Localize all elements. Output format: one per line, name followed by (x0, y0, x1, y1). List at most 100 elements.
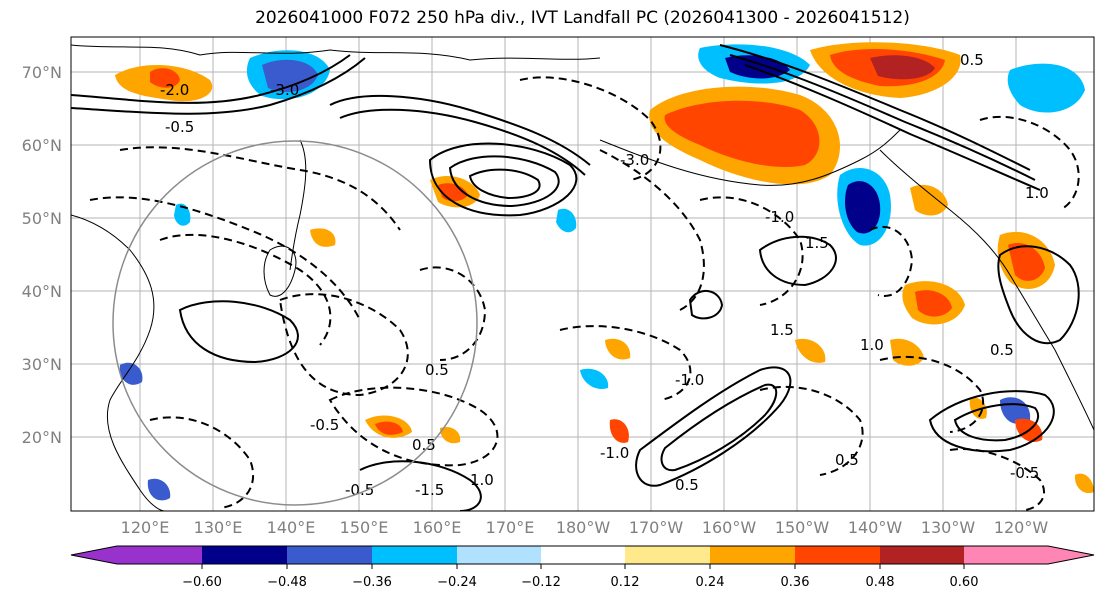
fill-positive-orange-e2 (890, 338, 924, 366)
contour-label: -0.5 (310, 416, 339, 434)
fill-negative-small-7 (119, 362, 143, 385)
contour-label: 1.5 (770, 321, 794, 339)
contour-label: -1.5 (415, 481, 444, 499)
contour-label: -1.0 (765, 208, 794, 226)
colorbar-segment (625, 546, 710, 564)
contour-label: -1.0 (675, 371, 704, 389)
region-outline-circle (112, 140, 478, 506)
colorbar-segment (457, 546, 541, 564)
contour-label: -0.5 (165, 118, 194, 136)
contour-labels: -2.0 -3.0 -0.5 -3.0 0.5 1.0 1.5 -1.0 0.5… (160, 51, 1049, 499)
colorbar-segment (710, 546, 795, 564)
colorbar-segment (541, 546, 625, 564)
latitude-label: 60°N (22, 136, 62, 155)
colorbar-segment (117, 546, 202, 564)
colorbar-segment (880, 546, 964, 564)
contour-label: -3.0 (270, 81, 299, 99)
fill-positive-small-9 (609, 419, 629, 443)
contour-label: 0.5 (675, 476, 699, 494)
fill-negative-small-2 (174, 203, 191, 226)
latitude-label: 50°N (22, 209, 62, 228)
colorbar-tick-label: −0.36 (352, 575, 392, 590)
longitude-label: 130°E (194, 518, 243, 537)
map-title: 2026041000 F072 250 hPa div., IVT Landfa… (255, 8, 910, 28)
latitude-label: 30°N (22, 355, 62, 374)
contour-label: 1.0 (1025, 184, 1049, 202)
fill-positive-darkred-ne (870, 55, 935, 80)
fill-negative-navy-gulf (845, 181, 881, 234)
fill-positive-small-14 (1074, 473, 1094, 494)
fill-positive-red-npac (664, 100, 820, 168)
longitude-label: 120°W (994, 518, 1049, 537)
longitude-label: 170°W (629, 518, 684, 537)
map-background (71, 37, 1094, 511)
contour-label: 0.5 (412, 436, 436, 454)
colorbar-ticks (201, 564, 965, 569)
fill-positive-red-e1 (915, 290, 952, 317)
colorbar-tick-label: 0.12 (611, 575, 640, 590)
colorbar-outline (70, 545, 1095, 565)
longitude-label: 150°E (340, 518, 389, 537)
fill-negative-small-6 (580, 368, 609, 389)
fill-negative-lightblue-far-ne (1007, 63, 1085, 113)
colorbar-extend-left (71, 546, 117, 564)
contour-label: -1.0 (600, 444, 629, 462)
fill-negative-blue (262, 59, 318, 92)
colorbar-segment (372, 546, 457, 564)
fill-positive-red-coast (1008, 242, 1045, 281)
fill-positive-small-5 (795, 338, 826, 363)
longitude-label: 160°E (413, 518, 462, 537)
fill-positive-red (150, 68, 180, 88)
contour-label: -2.0 (160, 81, 189, 99)
colorbar-tick-label: 0.36 (781, 575, 810, 590)
longitude-label: 120°E (121, 518, 170, 537)
longitude-label: 160°W (702, 518, 757, 537)
latitude-labels: 70°N 60°N 50°N 40°N 30°N 20°N (22, 63, 62, 447)
fill-positive-small-8 (440, 426, 461, 444)
longitude-label: 130°W (921, 518, 976, 537)
fill-positive-red-sub (375, 421, 403, 435)
longitude-label: 140°W (848, 518, 903, 537)
colorbar-segment (202, 546, 287, 564)
colorbar-segment (287, 546, 372, 564)
colorbar-tick-label: −0.12 (521, 575, 561, 590)
fill-positive-small-3 (310, 228, 336, 247)
colorbar-tick-label: 0.24 (696, 575, 725, 590)
latitude-label: 70°N (22, 63, 62, 82)
colorbar-tick-label: 0.48 (866, 575, 895, 590)
contour-label: 1.5 (805, 234, 829, 252)
solid-contours (71, 44, 1080, 511)
colorbar-extend-right (1048, 546, 1094, 564)
contour-label: -0.5 (1010, 464, 1039, 482)
colorbar-tick-label: −0.60 (182, 575, 222, 590)
fill-positive-small-4 (605, 338, 631, 360)
fill-negative-small-13 (147, 478, 171, 501)
longitude-label: 140°E (267, 518, 316, 537)
contour-label: 0.5 (960, 51, 984, 69)
latitude-label: 40°N (22, 282, 62, 301)
map-frame (70, 36, 1095, 512)
contour-label: 0.5 (990, 341, 1014, 359)
contour-label: -3.0 (620, 151, 649, 169)
longitude-labels: 120°E 130°E 140°E 150°E 160°E 170°E 180°… (121, 518, 1049, 537)
contour-label: 1.0 (470, 471, 494, 489)
contour-label: 0.5 (835, 451, 859, 469)
colorbar: −0.60 −0.48 −0.36 −0.24 −0.12 0.12 0.24 … (70, 545, 1095, 590)
longitude-label: 180°W (556, 518, 611, 537)
colorbar-segment (795, 546, 880, 564)
contour-label: -0.5 (345, 481, 374, 499)
longitude-label: 170°E (486, 518, 535, 537)
divergence-fill-regions (115, 42, 1094, 501)
fill-negative-small-1 (556, 208, 577, 233)
fill-positive-orange-e3 (910, 184, 948, 216)
colorbar-tick-label: −0.24 (437, 575, 477, 590)
colorbar-segment (964, 546, 1048, 564)
latitude-label: 20°N (22, 428, 62, 447)
dashed-contours (89, 76, 1080, 511)
colorbar-tick-label: −0.48 (267, 575, 307, 590)
coastlines (71, 44, 1094, 511)
contour-label: 0.5 (425, 361, 449, 379)
colorbar-tick-label: 0.60 (950, 575, 979, 590)
longitude-label: 150°W (775, 518, 830, 537)
